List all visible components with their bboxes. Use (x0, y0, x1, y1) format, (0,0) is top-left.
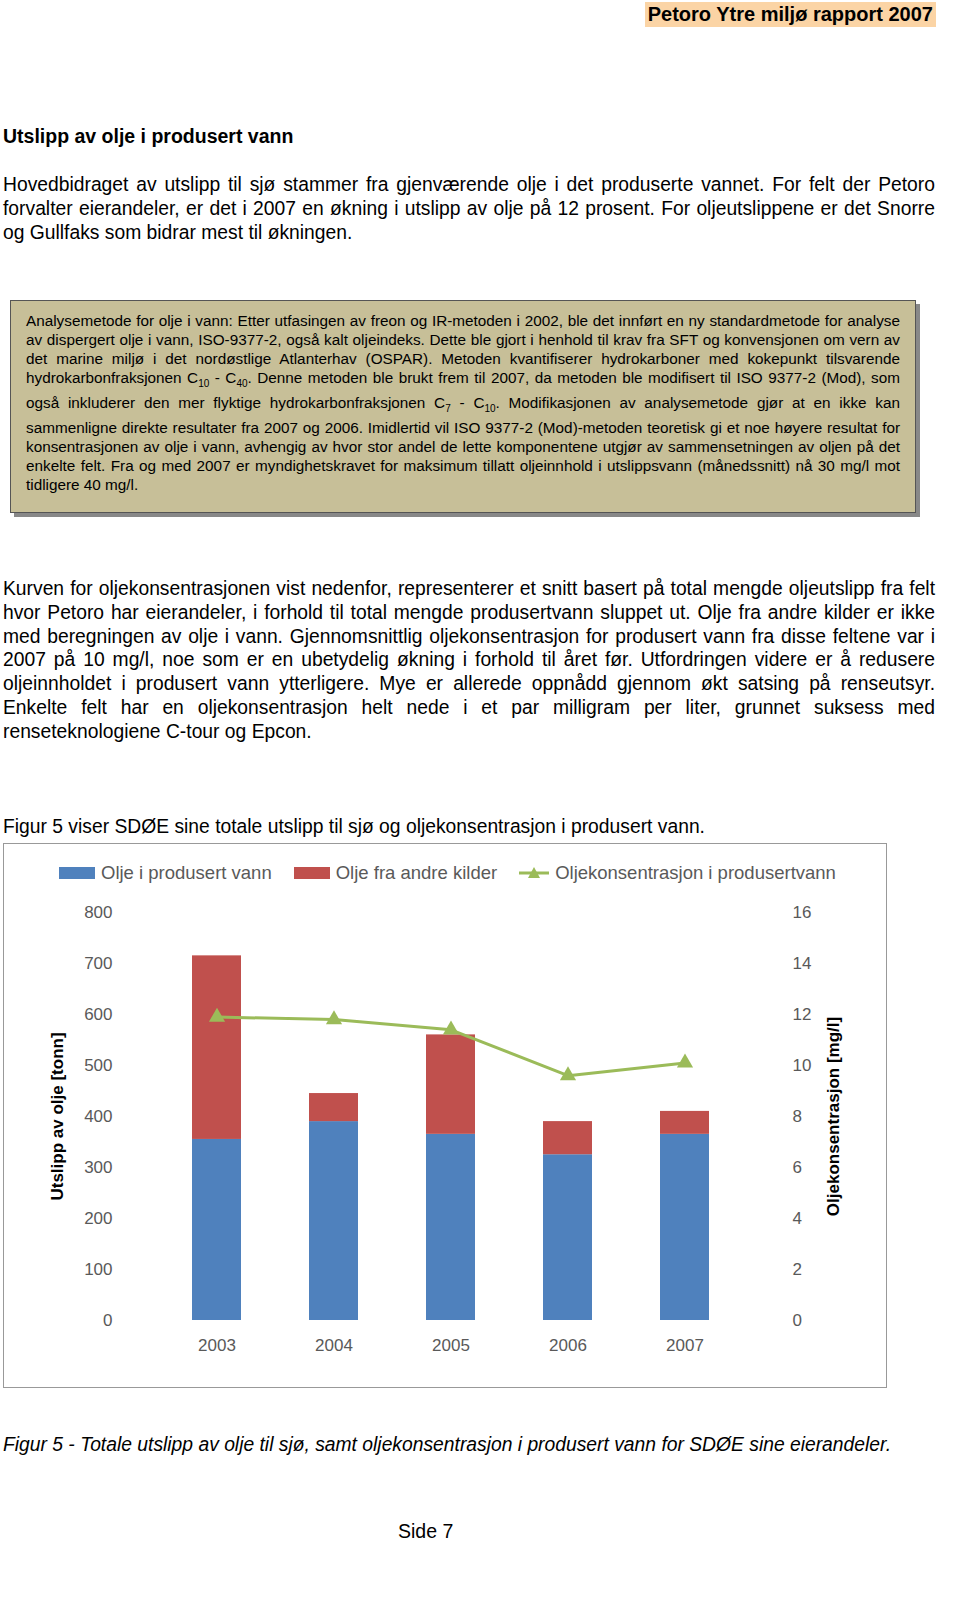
svg-text:6: 6 (793, 1158, 802, 1177)
svg-text:500: 500 (84, 1056, 112, 1075)
svg-text:10: 10 (793, 1056, 812, 1075)
svg-text:300: 300 (84, 1158, 112, 1177)
svg-text:2003: 2003 (198, 1336, 236, 1355)
svg-text:2006: 2006 (549, 1336, 587, 1355)
svg-text:2005: 2005 (432, 1336, 470, 1355)
svg-text:14: 14 (793, 954, 812, 973)
html-text:Hovedbidraget av utslipp til s: Hovedbidraget av utslipp til sjø stammer… (3, 174, 935, 243)
svg-text:8: 8 (793, 1107, 802, 1126)
svg-text:4: 4 (793, 1209, 802, 1228)
svg-text:800: 800 (84, 903, 112, 922)
html-text:Olje fra andre kilder: Olje fra andre kilder (335, 862, 498, 883)
svg-text:0: 0 (103, 1311, 112, 1330)
html-text:Oljekonsentrasjon i produsertv: Oljekonsentrasjon i produsertvann (555, 862, 836, 883)
svg-text:700: 700 (84, 954, 112, 973)
svg-text:2004: 2004 (315, 1336, 353, 1355)
svg-text:12: 12 (793, 1005, 812, 1024)
svg-text:2007: 2007 (666, 1336, 704, 1355)
html-text:Petoro Ytre miljø rapport 2007: Petoro Ytre miljø rapport 2007 (647, 3, 933, 25)
svg-text:16: 16 (793, 903, 812, 922)
html-text:Figur 5 viser SDØE sine totale: Figur 5 viser SDØE sine totale utslipp t… (3, 816, 705, 837)
html-text:Figur 5 - Totale utslipp av ol: Figur 5 - Totale utslipp av olje til sjø… (3, 1434, 892, 1455)
html-text:Analysemetode for olje i vann:: Analysemetode for olje i vann: Etter utf… (26, 312, 900, 494)
html-text:Kurven for oljekonsentrasjonen: Kurven for oljekonsentrasjonen vist nede… (3, 578, 935, 742)
html-text:Utslipp av olje i produsert va: Utslipp av olje i produsert vann (3, 125, 294, 147)
svg-text:0: 0 (793, 1311, 802, 1330)
svg-text:2: 2 (793, 1260, 802, 1279)
html-text:Side 7: Side 7 (398, 1520, 454, 1542)
svg-text:600: 600 (84, 1005, 112, 1024)
html-text:Olje i produsert vann: Olje i produsert vann (101, 862, 272, 883)
svg-text:Utslipp av olje [tonn]: Utslipp av olje [tonn] (48, 1032, 67, 1200)
svg-text:200: 200 (84, 1209, 112, 1228)
svg-text:Oljekonsentrasjon [mg/l]: Oljekonsentrasjon [mg/l] (824, 1017, 843, 1216)
svg-text:400: 400 (84, 1107, 112, 1126)
svg-text:100: 100 (84, 1260, 112, 1279)
